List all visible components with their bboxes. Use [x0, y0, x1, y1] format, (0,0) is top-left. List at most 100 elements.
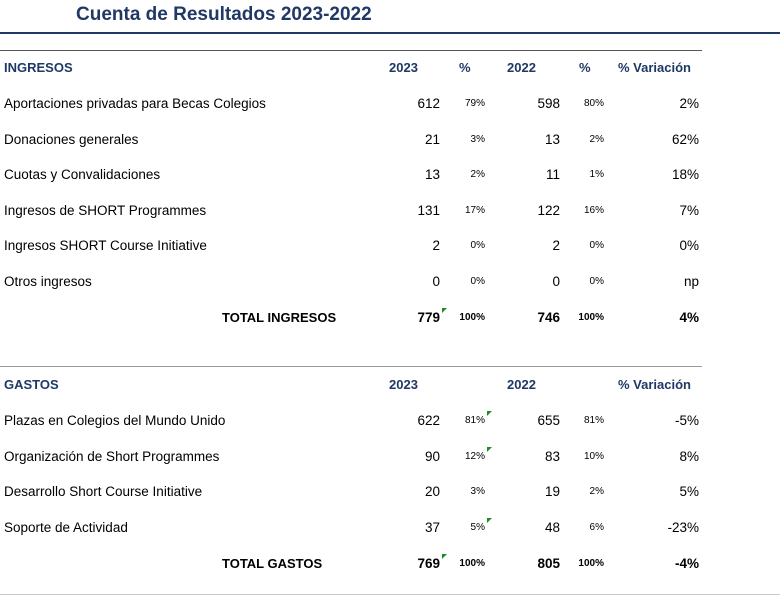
variation: -5% — [674, 413, 699, 428]
variation: -23% — [667, 520, 699, 535]
table-row: Donaciones generales 21 3% 13 2% 62% — [0, 130, 702, 150]
percent-2022: 2% — [589, 486, 604, 497]
value-2022: 48 — [544, 520, 560, 535]
percent-2023: 0% — [470, 240, 485, 251]
value-2023: 21 — [424, 132, 440, 147]
ingresos-top-rule — [0, 50, 702, 51]
ingresos-header-variation: % Variación — [618, 60, 691, 75]
percent-2023: 12% — [464, 451, 485, 462]
value-2023: 37 — [424, 520, 440, 535]
table-row: Organización de Short Programmes 90 12% … — [0, 447, 702, 467]
value-2022: 13 — [544, 132, 560, 147]
gastos-header-2023: 2023 — [389, 377, 418, 392]
percent-2023: 17% — [464, 205, 485, 216]
error-indicator-flag-icon — [442, 554, 447, 559]
total-value-2022: 805 — [537, 556, 560, 571]
page-title: Cuenta de Resultados 2023-2022 — [76, 4, 372, 25]
table-row: Cuotas y Convalidaciones 13 2% 11 1% 18% — [0, 165, 702, 185]
error-indicator-flag-icon — [487, 411, 492, 416]
gastos-header-label: GASTOS — [4, 377, 59, 392]
error-indicator-flag-icon — [442, 308, 447, 313]
percent-2023: 2% — [470, 169, 485, 180]
row-label: Ingresos SHORT Course Initiative — [4, 238, 207, 253]
value-2022: 2 — [552, 238, 560, 253]
total-ingresos-label: TOTAL INGRESOS — [222, 310, 337, 325]
ingresos-header-label: INGRESOS — [4, 60, 73, 75]
row-label: Organización de Short Programmes — [4, 449, 220, 464]
row-label: Plazas en Colegios del Mundo Unido — [4, 413, 226, 428]
value-2022: 11 — [545, 167, 560, 182]
percent-2022: 1% — [589, 169, 604, 180]
ingresos-header-pct-2023: % — [459, 60, 471, 75]
total-value-2023: 779 — [417, 310, 440, 325]
error-indicator-flag-icon — [487, 447, 492, 452]
total-percent-2023: 100% — [459, 312, 485, 323]
row-label: Aportaciones privadas para Becas Colegio… — [4, 96, 266, 111]
variation: 18% — [671, 167, 699, 182]
total-value-2022: 746 — [537, 310, 560, 325]
value-2023: 13 — [424, 167, 440, 182]
value-2023: 20 — [424, 484, 440, 499]
percent-2022: 80% — [583, 98, 604, 109]
percent-2022: 81% — [583, 415, 604, 426]
value-2022: 19 — [544, 484, 560, 499]
value-2022: 122 — [537, 203, 560, 218]
percent-2022: 0% — [589, 240, 604, 251]
percent-2023: 81% — [464, 415, 485, 426]
value-2022: 0 — [552, 274, 560, 289]
value-2023: 622 — [417, 413, 440, 428]
variation: 5% — [679, 484, 699, 499]
ingresos-header-row: INGRESOS 2023 % 2022 % % Variación — [0, 58, 702, 78]
variation: 0% — [679, 238, 699, 253]
gastos-top-rule — [0, 366, 702, 367]
value-2022: 655 — [537, 413, 560, 428]
table-row: Otros ingresos 0 0% 0 0% np — [0, 272, 702, 292]
total-ingresos-row: TOTAL INGRESOS 779 100% 746 100% 4% — [0, 308, 702, 328]
table-row: Ingresos de SHORT Programmes 131 17% 122… — [0, 201, 702, 221]
total-percent-2023: 100% — [459, 558, 485, 569]
percent-2023: 3% — [470, 134, 485, 145]
table-row: Ingresos SHORT Course Initiative 2 0% 2 … — [0, 236, 702, 256]
percent-2022: 6% — [589, 522, 604, 533]
total-percent-2022: 100% — [578, 558, 604, 569]
value-2023: 90 — [424, 449, 440, 464]
percent-2023: 0% — [470, 276, 485, 287]
variation: 62% — [671, 132, 699, 147]
variation: np — [683, 274, 699, 289]
percent-2022: 2% — [589, 134, 604, 145]
table-row: Plazas en Colegios del Mundo Unido 622 8… — [0, 411, 702, 431]
total-variation: 4% — [679, 310, 699, 325]
table-row: Aportaciones privadas para Becas Colegio… — [0, 94, 702, 114]
ingresos-header-2022: 2022 — [507, 60, 536, 75]
percent-2022: 10% — [583, 451, 604, 462]
title-underline — [0, 32, 780, 34]
row-label: Soporte de Actividad — [4, 520, 128, 535]
percent-2022: 16% — [583, 205, 604, 216]
total-variation: -4% — [674, 556, 699, 571]
gastos-header-row: GASTOS 2023 2022 % Variación — [0, 375, 702, 395]
row-label: Otros ingresos — [4, 274, 92, 289]
percent-2023: 3% — [470, 486, 485, 497]
total-gastos-row: TOTAL GASTOS 769 100% 805 100% -4% — [0, 554, 702, 574]
table-row: Desarrollo Short Course Initiative 20 3%… — [0, 482, 702, 502]
gastos-header-variation: % Variación — [618, 377, 691, 392]
value-2023: 2 — [432, 238, 440, 253]
total-value-2023: 769 — [417, 556, 440, 571]
gastos-header-2022: 2022 — [507, 377, 536, 392]
row-label: Cuotas y Convalidaciones — [4, 167, 161, 182]
ingresos-header-2023: 2023 — [389, 60, 418, 75]
percent-2022: 0% — [589, 276, 604, 287]
percent-2023: 79% — [464, 98, 485, 109]
variation: 7% — [679, 203, 699, 218]
value-2023: 612 — [417, 96, 440, 111]
variation: 8% — [679, 449, 699, 464]
table-row: Soporte de Actividad 37 5% 48 6% -23% — [0, 518, 702, 538]
total-gastos-label: TOTAL GASTOS — [222, 556, 323, 571]
row-label: Ingresos de SHORT Programmes — [4, 203, 207, 218]
percent-2023: 5% — [470, 522, 485, 533]
ingresos-header-pct-2022: % — [579, 60, 591, 75]
error-indicator-flag-icon — [487, 518, 492, 523]
value-2022: 598 — [537, 96, 560, 111]
variation: 2% — [679, 96, 699, 111]
row-label: Donaciones generales — [4, 132, 139, 147]
